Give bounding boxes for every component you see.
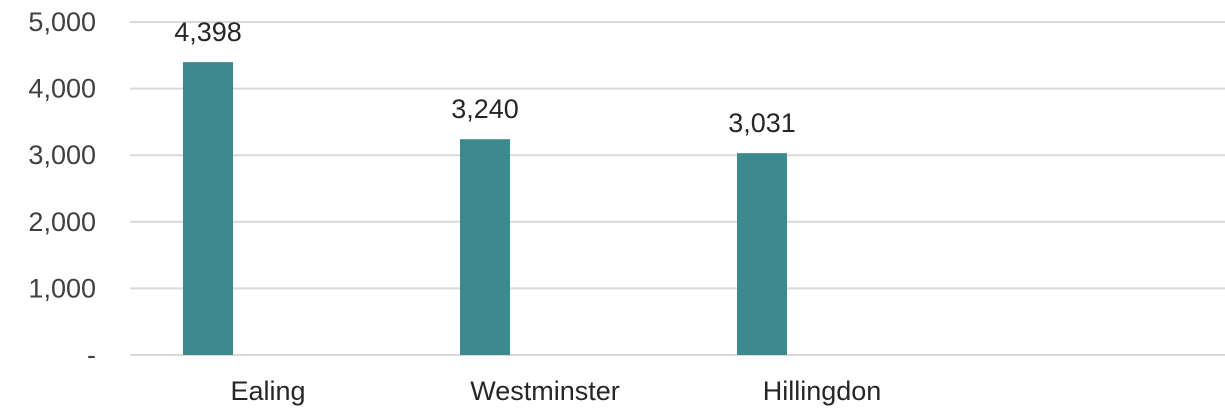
bar-value-label: 3,240 [451, 94, 519, 124]
gridlines [130, 21, 1225, 356]
x-category-label: Hillingdon [763, 376, 882, 406]
bar [737, 153, 787, 355]
bar [183, 62, 233, 355]
bar-value-label: 3,031 [728, 108, 796, 138]
data-labels: 4,398 3,240 3,031 [174, 17, 796, 138]
bar [460, 139, 510, 355]
x-category-label: Ealing [230, 376, 305, 406]
x-category-label: Westminster [470, 376, 620, 406]
y-tick-label: 5,000 [28, 7, 96, 37]
y-tick-label: 3,000 [28, 140, 96, 170]
bars [183, 62, 787, 355]
y-tick-label: 2,000 [28, 207, 96, 237]
y-tick-label: 1,000 [28, 273, 96, 303]
bar-value-label: 4,398 [174, 17, 242, 47]
y-tick-label: 4,000 [28, 74, 96, 104]
y-axis-tick-labels: - 1,000 2,000 3,000 4,000 5,000 [28, 7, 96, 370]
x-axis-category-labels: Ealing Westminster Hillingdon [230, 376, 881, 406]
y-tick-label: - [87, 340, 96, 370]
